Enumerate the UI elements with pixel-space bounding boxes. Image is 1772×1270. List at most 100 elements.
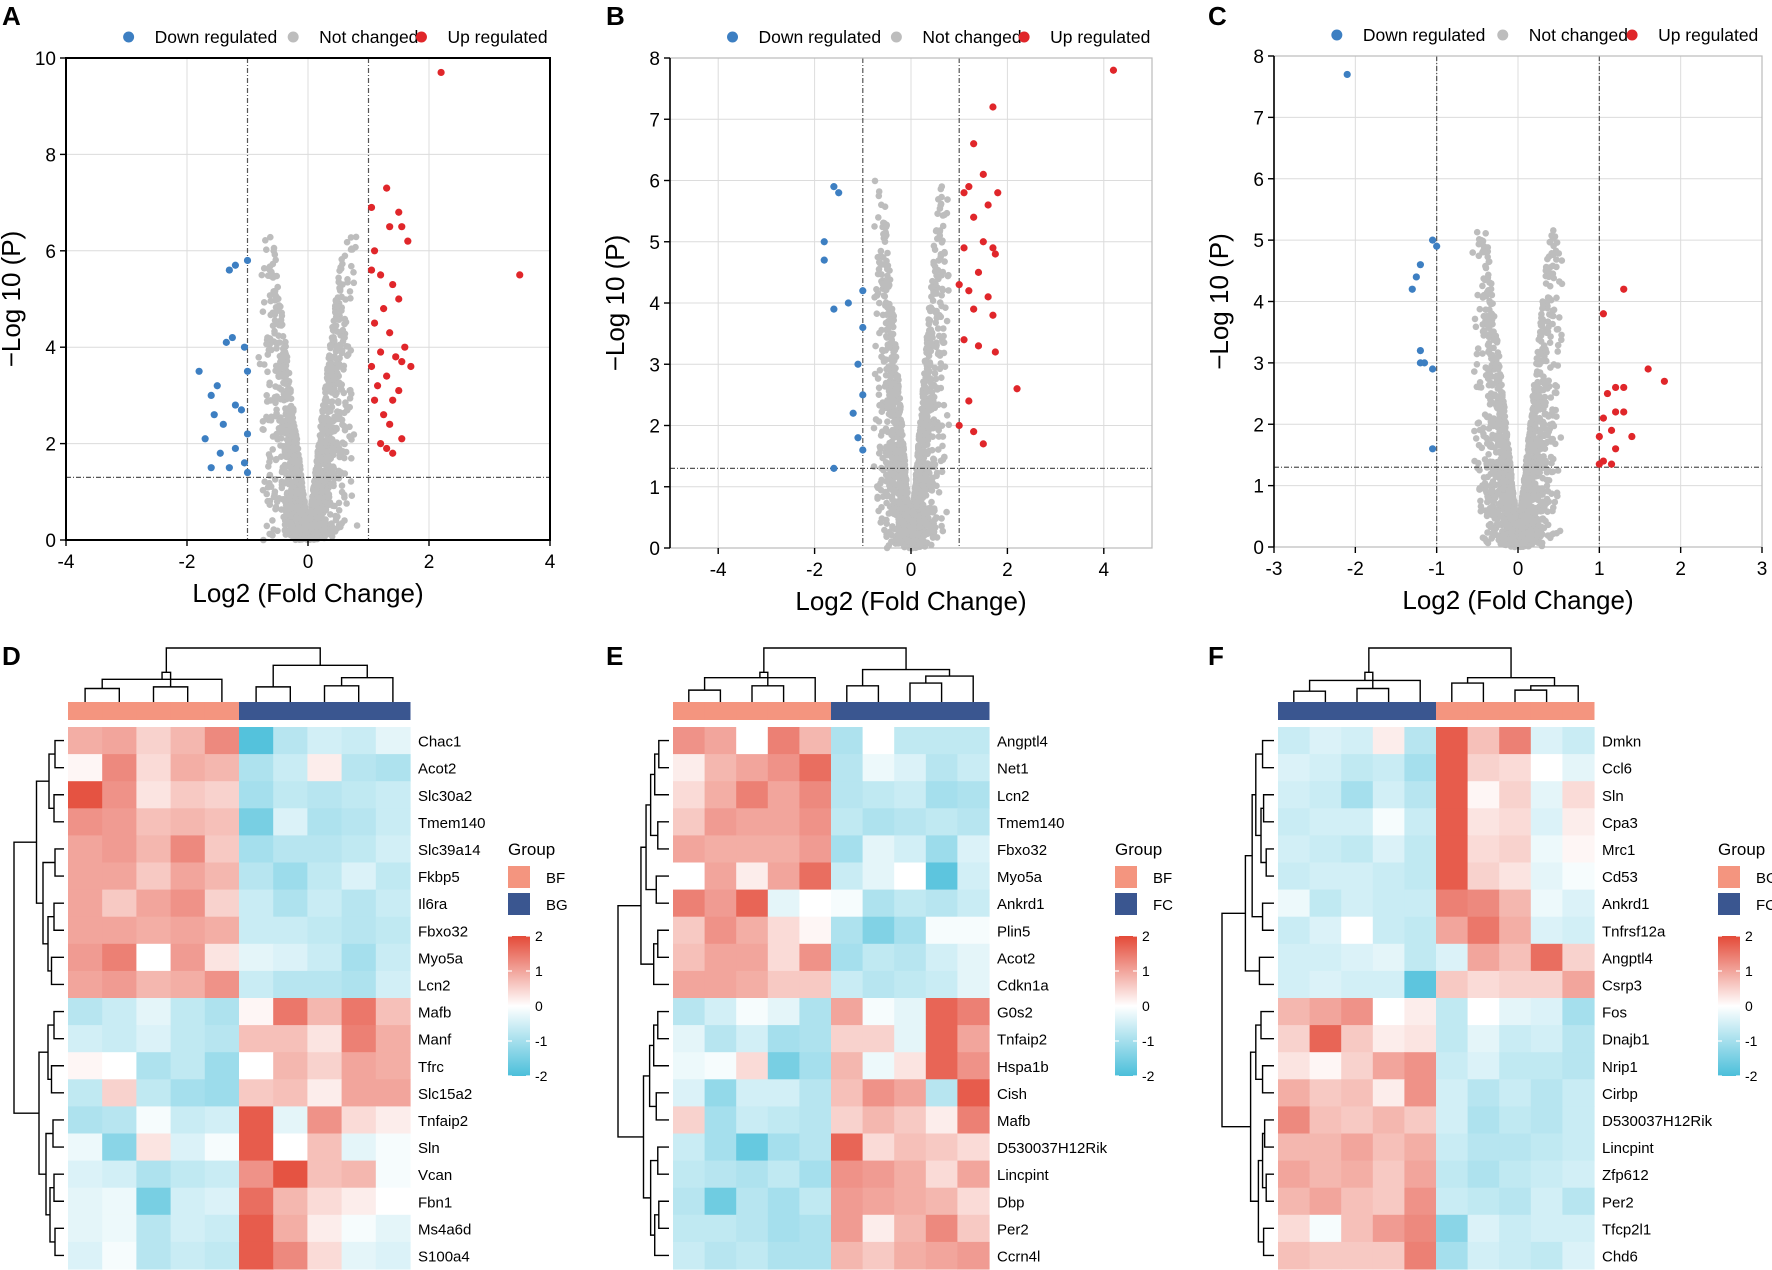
point-not-changed: [338, 482, 346, 490]
x-tick-label-a-0: -4: [58, 552, 75, 573]
point-not-changed: [889, 470, 896, 478]
point-up-regulated: [960, 244, 968, 252]
point-up-regulated: [367, 203, 376, 212]
point-not-changed: [338, 307, 345, 315]
panel-label-d: D: [2, 641, 21, 671]
point-not-changed: [1485, 339, 1493, 347]
point-not-changed: [259, 308, 267, 316]
point-not-changed: [287, 402, 295, 410]
point-not-changed: [352, 233, 360, 241]
point-not-changed: [943, 508, 950, 516]
point-not-changed: [910, 519, 917, 527]
point-down-regulated: [219, 420, 227, 428]
point-not-changed: [893, 374, 901, 382]
point-up-regulated: [974, 342, 983, 350]
panel-label-b: B: [606, 1, 625, 31]
point-not-changed: [936, 299, 944, 306]
point-not-changed: [266, 335, 274, 342]
point-not-changed: [1539, 474, 1546, 482]
point-up-regulated: [389, 396, 397, 404]
y-tick-label-a-1: 2: [45, 435, 56, 456]
point-up-regulated: [389, 280, 397, 289]
point-not-changed: [327, 360, 334, 368]
point-not-changed: [331, 413, 338, 421]
point-not-changed: [938, 522, 945, 530]
point-not-changed: [944, 196, 951, 203]
point-not-changed: [1555, 250, 1563, 257]
point-down-regulated: [243, 367, 252, 375]
point-not-changed: [346, 423, 353, 431]
point-not-changed: [881, 238, 889, 245]
point-not-changed: [1501, 418, 1509, 426]
point-not-changed: [282, 375, 289, 382]
point-not-changed: [1480, 424, 1487, 432]
point-not-changed: [291, 458, 299, 466]
point-not-changed: [279, 350, 287, 358]
y-axis-label-b: −Log 10 (P): [600, 235, 630, 372]
point-not-changed: [902, 510, 910, 517]
point-not-changed: [876, 443, 884, 451]
point-not-changed: [876, 367, 884, 374]
point-not-changed: [1488, 480, 1496, 488]
point-not-changed: [901, 543, 908, 551]
point-not-changed: [896, 429, 904, 437]
point-not-changed: [339, 326, 347, 334]
point-not-changed: [272, 456, 280, 464]
point-up-regulated: [1013, 385, 1021, 393]
point-not-changed: [1473, 228, 1481, 236]
point-not-changed: [1536, 454, 1544, 462]
point-not-changed: [1539, 298, 1546, 305]
point-not-changed: [283, 406, 291, 414]
point-not-changed: [1539, 316, 1546, 323]
point-not-changed: [1476, 305, 1484, 313]
point-not-changed: [328, 436, 336, 443]
point-not-changed: [1524, 517, 1532, 524]
point-up-regulated: [401, 343, 409, 351]
point-not-changed: [873, 310, 881, 318]
point-not-changed: [267, 233, 274, 241]
point-not-changed: [928, 461, 936, 468]
point-not-changed: [256, 360, 264, 368]
point-not-changed: [938, 515, 945, 522]
point-not-changed: [1535, 359, 1542, 367]
point-not-changed: [329, 444, 336, 452]
point-up-regulated: [991, 250, 999, 258]
point-up-regulated: [979, 238, 987, 246]
legend-label-down-b: Down regulated: [759, 27, 882, 47]
point-not-changed: [929, 277, 936, 285]
points-not-changed-c: [1469, 227, 1566, 551]
point-up-regulated: [979, 440, 987, 448]
point-not-changed: [883, 516, 890, 524]
point-not-changed: [1541, 393, 1549, 401]
legend-label-nc-b: Not changed: [922, 27, 1021, 47]
point-not-changed: [273, 272, 281, 280]
point-not-changed: [259, 486, 267, 494]
point-not-changed: [875, 214, 882, 221]
point-not-changed: [328, 481, 335, 488]
point-not-changed: [1487, 285, 1495, 293]
point-not-changed: [883, 222, 890, 229]
point-not-changed: [879, 280, 886, 287]
point-down-regulated: [854, 360, 862, 368]
y-tick-label-a-5: 10: [35, 49, 56, 70]
point-down-regulated: [830, 183, 838, 191]
point-down-regulated: [195, 367, 203, 375]
point-not-changed: [280, 513, 287, 521]
point-not-changed: [917, 475, 924, 483]
point-not-changed: [1479, 534, 1487, 541]
point-not-changed: [1500, 444, 1508, 452]
point-not-changed: [283, 427, 290, 435]
x-tick-label-a-2: 0: [303, 552, 314, 573]
point-not-changed: [926, 426, 933, 433]
point-not-changed: [339, 333, 347, 341]
point-not-changed: [944, 272, 952, 280]
point-up-regulated: [970, 140, 978, 148]
point-up-regulated: [370, 396, 379, 404]
point-not-changed: [302, 514, 309, 522]
point-not-changed: [326, 352, 333, 359]
point-not-changed: [335, 274, 342, 282]
point-not-changed: [938, 468, 946, 476]
point-not-changed: [1501, 531, 1509, 538]
point-not-changed: [1540, 420, 1548, 428]
